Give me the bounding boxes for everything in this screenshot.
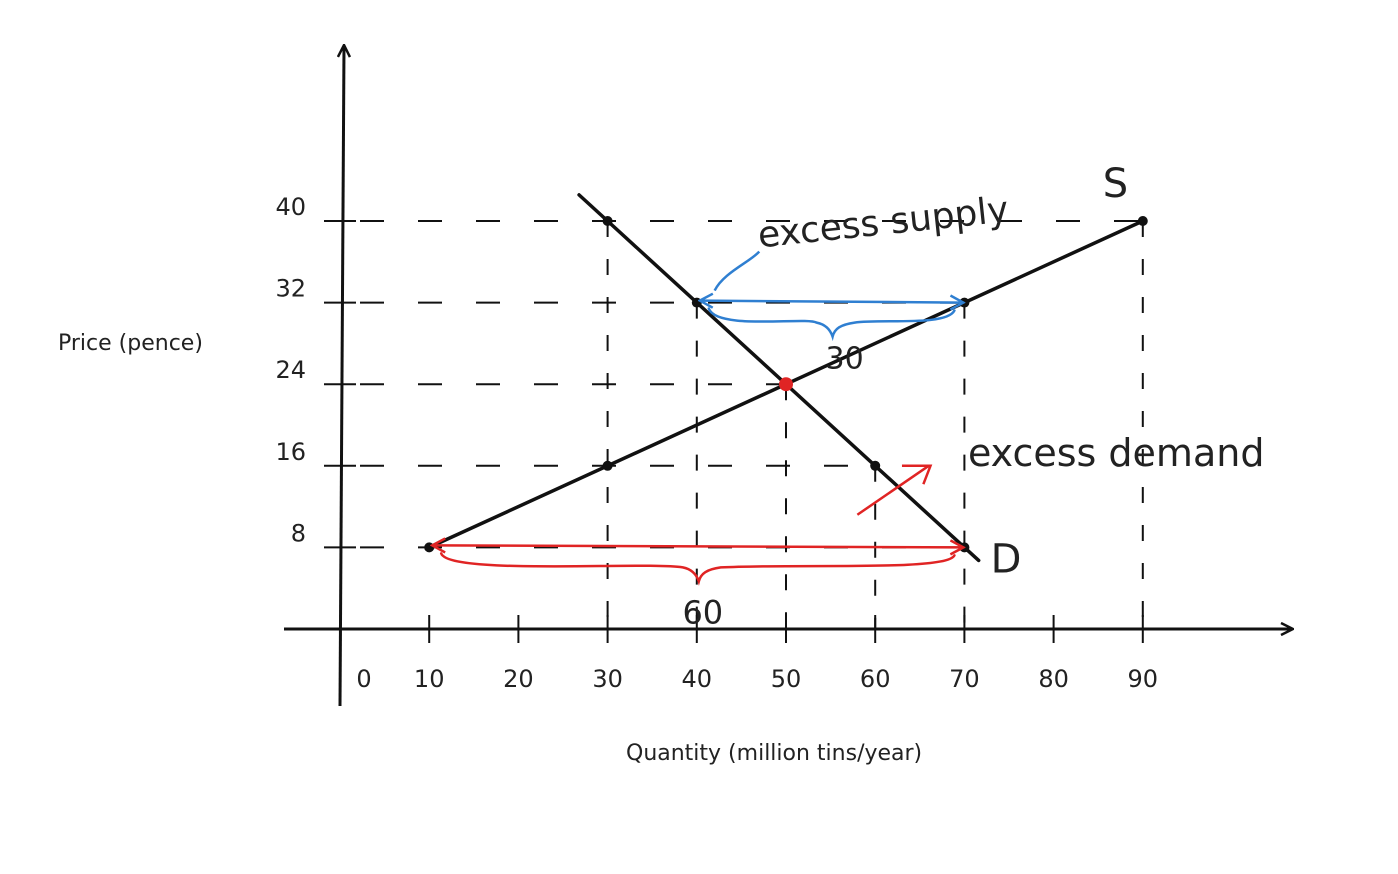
brace-excess-demand [439,552,956,586]
label-excess-supply: excess supply [756,189,1011,256]
pointer-excess-demand [856,464,933,516]
point-D-30 [602,216,613,226]
point-S-90 [1137,216,1148,226]
x-tick-label-10: 10 [414,665,445,693]
dashed-guides [360,220,1144,629]
x-tick-label-40: 40 [682,665,713,693]
x-ticks: 0 10 20 30 40 50 60 70 80 90 [356,615,1158,693]
y-tick-label-16: 16 [275,438,306,466]
y-tick-label-32: 32 [275,275,306,303]
marker-30-16 [602,460,613,471]
x-tick-label-90: 90 [1128,665,1159,693]
arrow-excess-supply [701,301,963,303]
x-tick-label-0: 0 [356,665,371,693]
y-tick-label-24: 24 [275,356,306,384]
marker-60-16 [870,460,881,471]
curves: SD [424,161,1148,582]
y-tick-label-40: 40 [275,193,306,221]
x-tick-label-20: 20 [503,665,534,693]
y-tick-label-8: 8 [291,519,306,547]
y-ticks: 8 16 24 32 40 [275,193,356,549]
arrow-excess-demand [433,545,962,547]
brace-excess-supply [707,307,956,342]
x-tick-label-30: 30 [592,665,623,693]
y-axis-title: Price (pence) [58,331,203,356]
curve-D [577,193,981,563]
point-S-10 [424,542,435,553]
x-tick-label-50: 50 [771,665,802,693]
equilibrium-point [779,377,793,392]
x-tick-label-80: 80 [1038,665,1069,693]
curve-label-D: D [991,536,1022,582]
pointer-excess-supply [713,250,761,292]
value-excess-supply: 30 [826,342,864,377]
marker-40-32 [691,297,702,308]
annotations: 30 excess supply 60 excess demand [433,189,1264,631]
value-excess-demand: 60 [682,593,723,631]
curve-label-S: S [1103,161,1128,207]
x-tick-label-70: 70 [949,665,980,693]
x-axis-title: Quantity (million tins/year) [626,741,922,766]
x-tick-label-60: 60 [860,665,891,693]
y-axis [340,46,344,707]
label-excess-demand: excess demand [968,431,1265,475]
